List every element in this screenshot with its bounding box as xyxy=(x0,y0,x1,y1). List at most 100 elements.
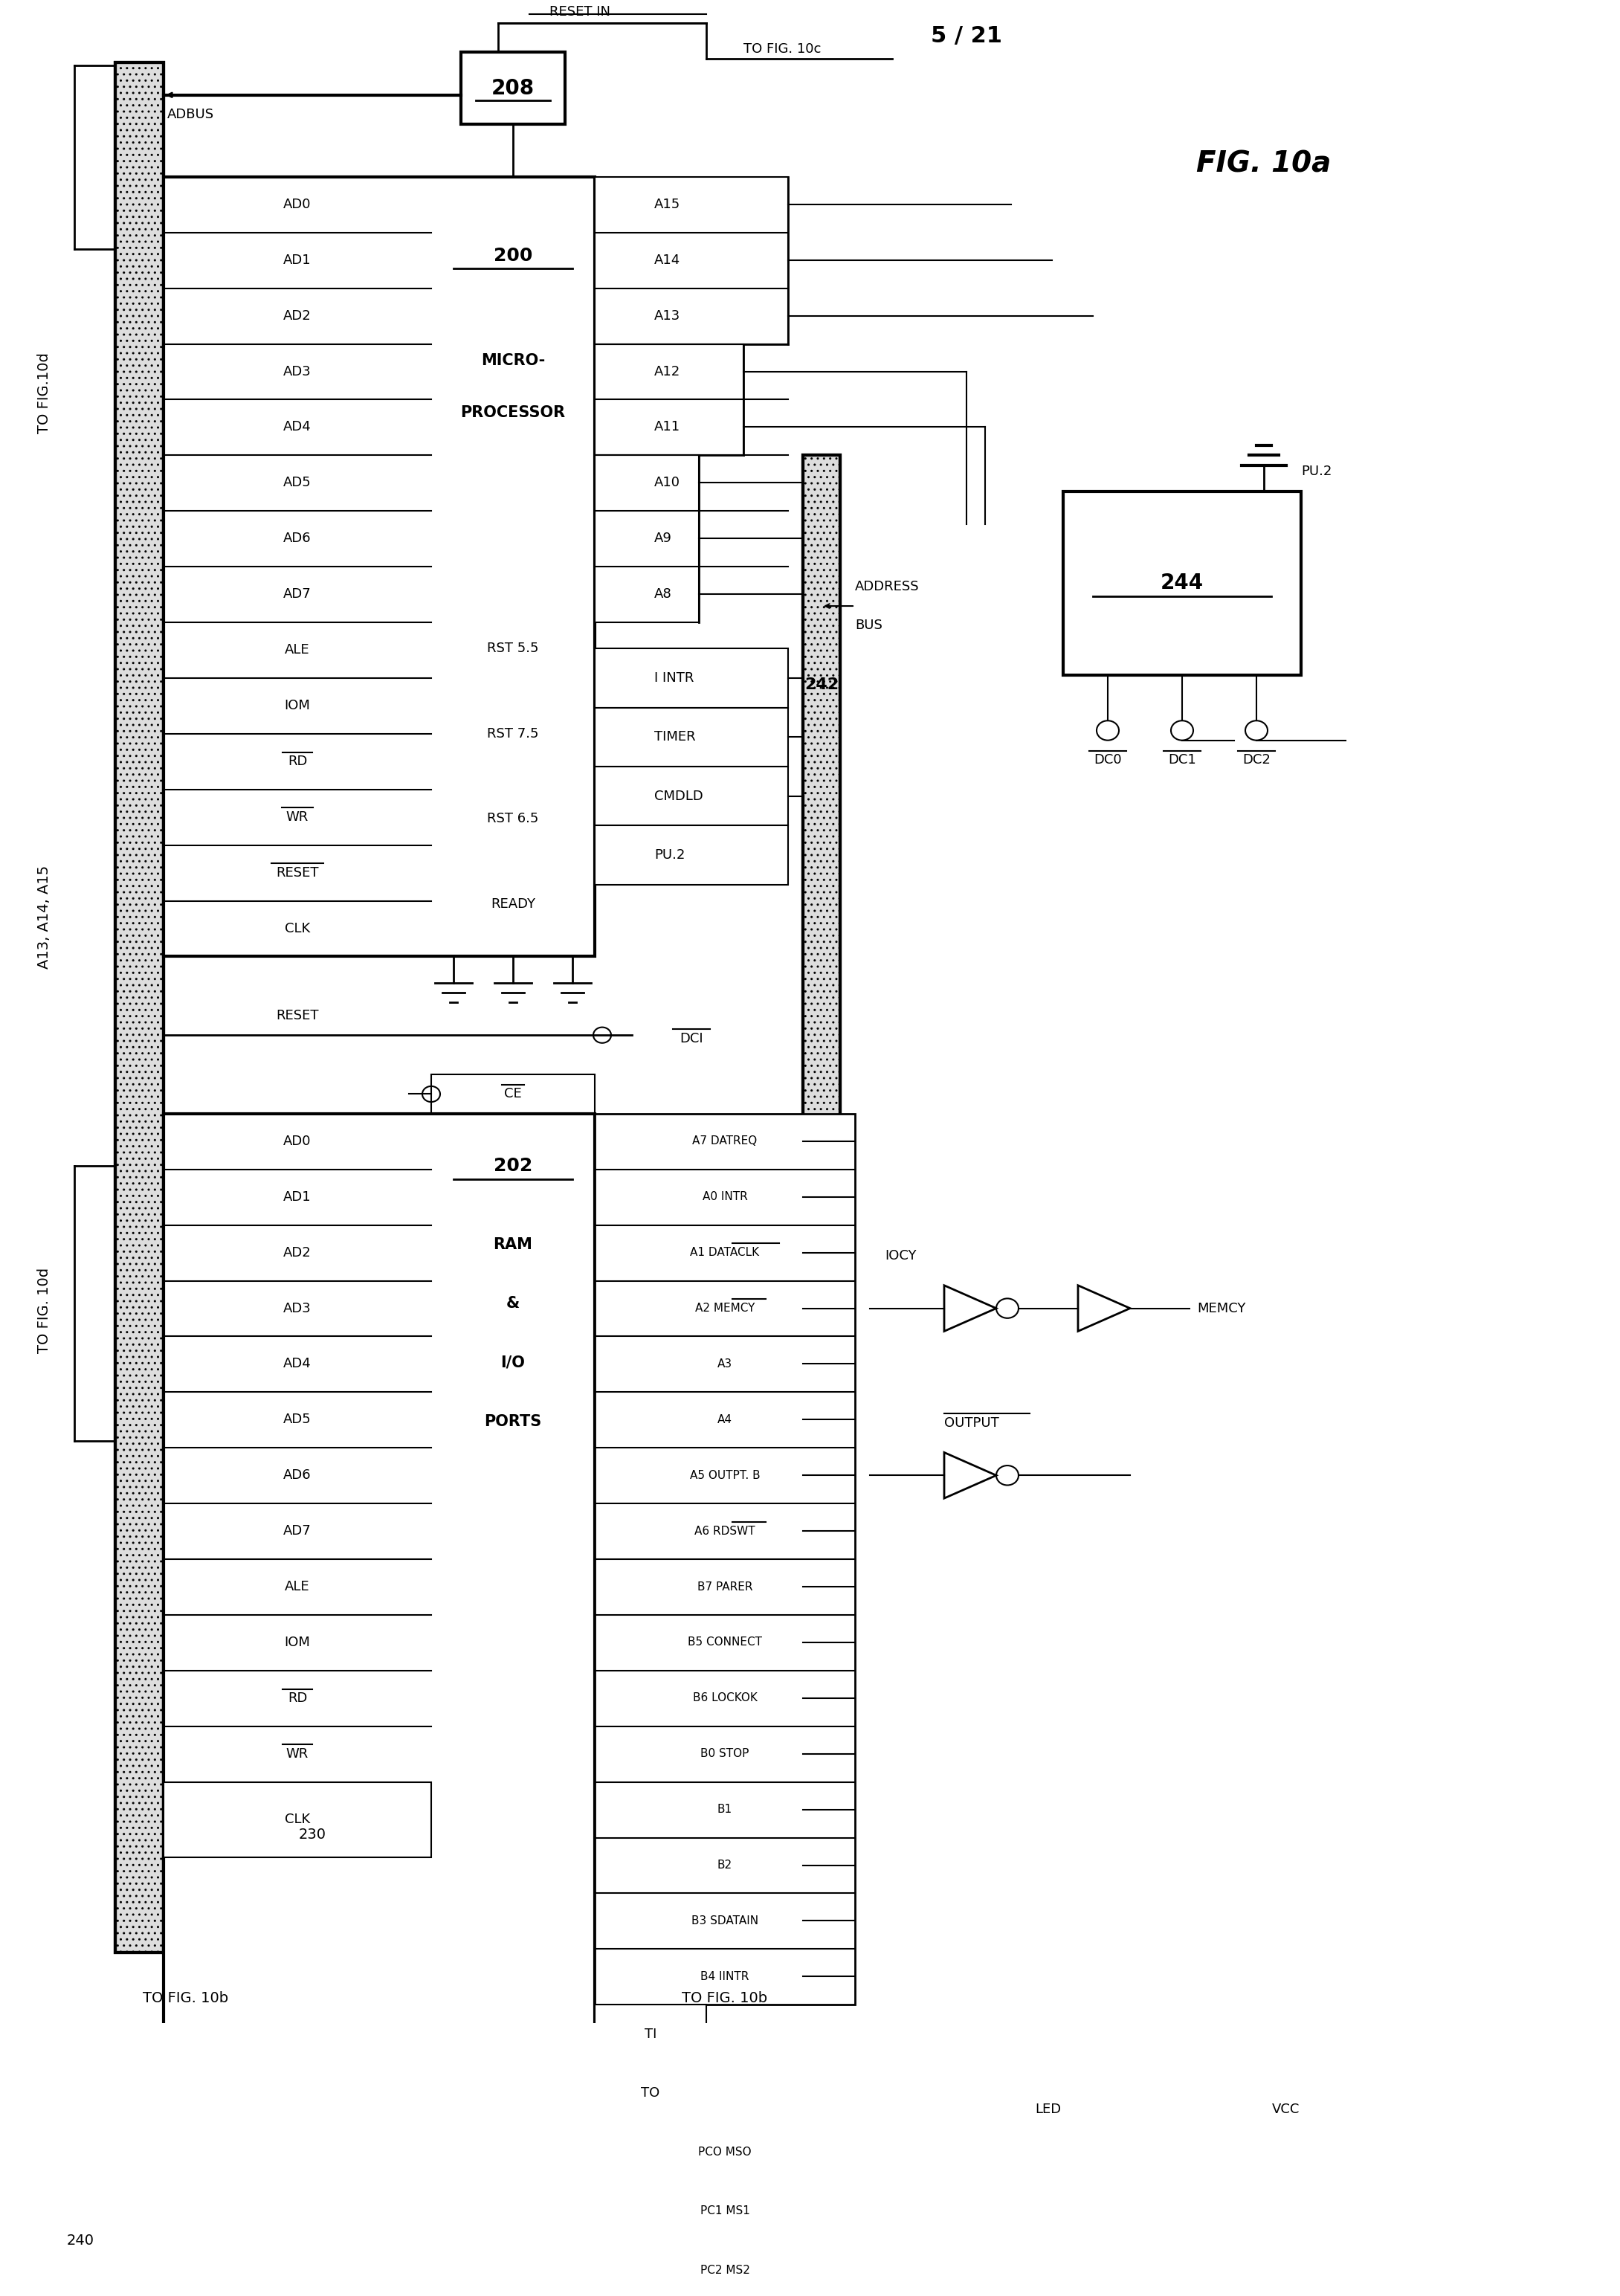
Text: BUS: BUS xyxy=(855,620,883,631)
Text: VCC: VCC xyxy=(1272,2103,1301,2117)
Text: A12: A12 xyxy=(654,365,680,379)
Text: TO FIG. 10b: TO FIG. 10b xyxy=(682,1991,768,2004)
Text: A9: A9 xyxy=(654,533,672,544)
Text: CE: CE xyxy=(504,1088,522,1100)
Text: CLK: CLK xyxy=(285,1812,309,1825)
Text: DC0: DC0 xyxy=(1094,753,1121,767)
Text: AD2: AD2 xyxy=(284,1247,311,1258)
Text: 230: 230 xyxy=(298,1828,326,1841)
Text: WR: WR xyxy=(287,810,309,824)
Text: AD3: AD3 xyxy=(284,1302,311,1316)
Bar xyxy=(595,647,787,707)
Text: A15: A15 xyxy=(654,197,680,211)
Text: TO: TO xyxy=(642,2087,659,2101)
Bar xyxy=(595,177,787,344)
Bar xyxy=(1063,491,1301,675)
Text: &: & xyxy=(505,1297,520,1311)
Text: AD0: AD0 xyxy=(284,1134,311,1148)
Text: PORTS: PORTS xyxy=(484,1414,541,1428)
Text: B2: B2 xyxy=(718,1860,732,1871)
Text: A13, A14, A15: A13, A14, A15 xyxy=(37,866,52,969)
Text: LED: LED xyxy=(1035,2103,1061,2117)
Text: A4: A4 xyxy=(718,1414,732,1426)
Bar xyxy=(115,62,164,1952)
Bar xyxy=(164,1782,431,1857)
Text: 242: 242 xyxy=(805,677,839,691)
Text: TI: TI xyxy=(645,2027,656,2041)
Text: 200: 200 xyxy=(494,246,533,264)
Text: AD2: AD2 xyxy=(284,310,311,321)
Text: AD6: AD6 xyxy=(284,533,311,544)
Bar xyxy=(595,2004,706,2064)
Text: 240: 240 xyxy=(66,2234,94,2248)
Text: B0 STOP: B0 STOP xyxy=(700,1747,748,1759)
Bar xyxy=(431,1075,595,1114)
Text: 244: 244 xyxy=(1160,572,1204,592)
Text: AD7: AD7 xyxy=(284,1525,311,1538)
Text: A13: A13 xyxy=(654,310,680,321)
Text: RESET IN: RESET IN xyxy=(549,5,611,18)
Text: CMDLD: CMDLD xyxy=(654,790,703,804)
Text: A10: A10 xyxy=(654,475,680,489)
Text: A7 DATREQ: A7 DATREQ xyxy=(692,1137,757,1146)
Text: FIG. 10a: FIG. 10a xyxy=(1197,149,1332,177)
Text: IOM: IOM xyxy=(285,1635,311,1649)
Text: RAM: RAM xyxy=(494,1238,533,1251)
Bar xyxy=(595,2122,855,2181)
Text: PC1 MS1: PC1 MS1 xyxy=(700,2206,750,2216)
Bar xyxy=(595,827,787,884)
Bar xyxy=(595,455,698,622)
Bar xyxy=(595,344,744,455)
Bar xyxy=(595,767,787,827)
Bar xyxy=(595,2241,855,2296)
Text: TO FIG. 10b: TO FIG. 10b xyxy=(143,1991,228,2004)
Text: RST 6.5: RST 6.5 xyxy=(488,813,539,827)
Text: OUTPUT: OUTPUT xyxy=(944,1417,1000,1430)
Text: IOCY: IOCY xyxy=(885,1249,917,1263)
Bar xyxy=(595,1114,855,2004)
Text: AD1: AD1 xyxy=(284,253,311,266)
Text: WR: WR xyxy=(287,1747,309,1761)
Text: READY: READY xyxy=(491,898,535,912)
Text: AD4: AD4 xyxy=(284,420,311,434)
Text: 5 / 21: 5 / 21 xyxy=(932,25,1003,46)
Text: TO FIG.10d: TO FIG.10d xyxy=(37,354,52,434)
Text: PCO MSO: PCO MSO xyxy=(698,2147,752,2158)
Bar xyxy=(462,53,565,124)
Bar xyxy=(595,707,787,767)
Text: RST 5.5: RST 5.5 xyxy=(488,643,539,654)
Text: ALE: ALE xyxy=(285,1580,309,1593)
Text: I/O: I/O xyxy=(501,1355,525,1371)
Text: DC1: DC1 xyxy=(1168,753,1196,767)
Text: PU.2: PU.2 xyxy=(654,847,685,861)
Text: AD5: AD5 xyxy=(284,1412,311,1426)
Text: A0 INTR: A0 INTR xyxy=(703,1192,747,1203)
Bar xyxy=(899,2089,1346,2296)
Bar xyxy=(595,2181,855,2241)
Bar xyxy=(164,177,595,957)
Text: AD0: AD0 xyxy=(284,197,311,211)
Text: 208: 208 xyxy=(491,78,535,99)
Text: A6 RDSWT: A6 RDSWT xyxy=(695,1525,755,1536)
Text: AD3: AD3 xyxy=(284,365,311,379)
Bar xyxy=(804,455,841,1899)
Text: ADBUS: ADBUS xyxy=(167,108,214,122)
Text: TO FIG. 10c: TO FIG. 10c xyxy=(744,41,821,55)
Text: RST 7.5: RST 7.5 xyxy=(488,728,539,739)
Text: PC2 MS2: PC2 MS2 xyxy=(700,2264,750,2275)
Text: DCI: DCI xyxy=(680,1031,703,1045)
Bar xyxy=(804,455,841,1899)
Text: PU.2: PU.2 xyxy=(1301,466,1332,478)
Text: B4 IINTR: B4 IINTR xyxy=(700,1970,748,1981)
Text: ALE: ALE xyxy=(285,643,309,657)
Text: AD4: AD4 xyxy=(284,1357,311,1371)
Text: RD: RD xyxy=(288,1692,308,1706)
Text: DC2: DC2 xyxy=(1243,753,1270,767)
Text: A1 DATACLK: A1 DATACLK xyxy=(690,1247,760,1258)
Text: AD7: AD7 xyxy=(284,588,311,602)
Text: ADDRESS: ADDRESS xyxy=(855,579,920,592)
Text: MEMCY: MEMCY xyxy=(1197,1302,1246,1316)
Text: B3 SDATAIN: B3 SDATAIN xyxy=(692,1915,758,1926)
Text: B6 LOCKOK: B6 LOCKOK xyxy=(693,1692,757,1704)
Text: A2 MEMCY: A2 MEMCY xyxy=(695,1302,755,1313)
